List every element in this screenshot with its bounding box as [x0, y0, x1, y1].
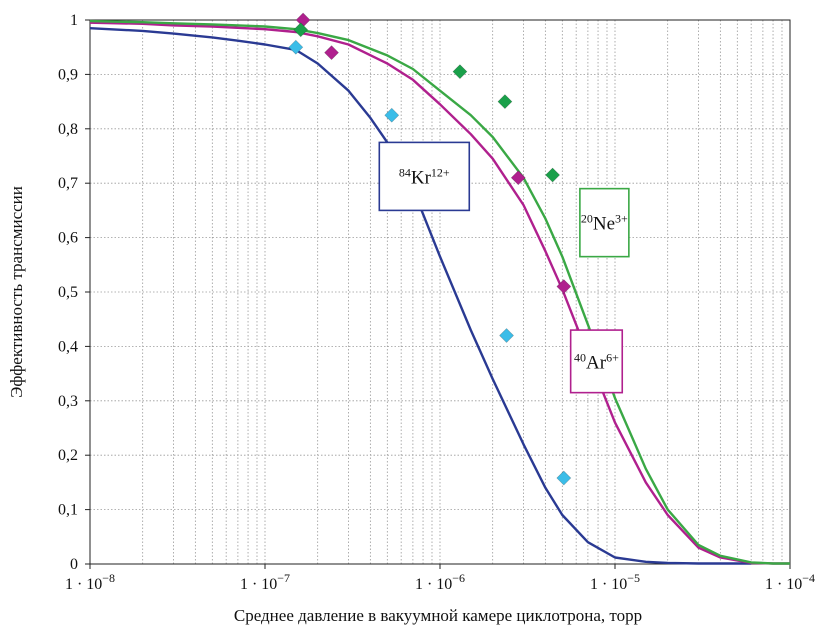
series-line-ne — [89, 19, 790, 565]
data-point-ar — [510, 170, 526, 186]
y-tick-label: 0,6 — [58, 230, 78, 247]
data-point-ne — [452, 64, 468, 80]
y-tick-label: 0 — [70, 556, 78, 573]
series-label: 84Kr12+ — [399, 165, 450, 188]
axis-ticks — [85, 19, 791, 569]
data-point-kr — [384, 107, 400, 123]
data-point-kr — [499, 328, 514, 343]
grid — [89, 20, 790, 564]
data-point-kr — [556, 470, 572, 486]
y-tick-label: 1 — [70, 12, 78, 29]
series-label-box-kr: 84Kr12+ — [378, 141, 471, 212]
x-axis-title: Среднее давление в вакуумной камере цикл… — [234, 606, 642, 625]
series-label-frame — [579, 187, 630, 258]
series-curves — [89, 19, 790, 565]
data-point-kr — [288, 39, 304, 55]
series-markers — [288, 12, 572, 486]
data-point-ne — [545, 167, 561, 183]
x-tick-label: 1 · 10−5 — [590, 571, 640, 593]
x-tick-label: 1 · 10−8 — [65, 571, 115, 593]
y-tick-label: 0,5 — [58, 284, 78, 301]
y-tick-label: 0,1 — [58, 502, 78, 519]
series-label: 20Ne3+ — [581, 212, 628, 235]
series-line-ar — [89, 21, 790, 565]
data-point-ar — [556, 279, 572, 294]
series-label-boxes: 84Kr12+ 20Ne3+ 40Ar6+ — [378, 141, 630, 394]
y-tick-label: 0,2 — [58, 447, 78, 464]
series-label-box-ne: 20Ne3+ — [579, 187, 630, 258]
y-tick-label: 0,8 — [58, 121, 78, 138]
series-line-kr — [89, 27, 752, 565]
series-label-frame — [569, 329, 624, 394]
series-label-box-ar: 40Ar6+ — [569, 329, 624, 394]
y-tick-label: 0,9 — [58, 66, 78, 83]
data-point-ne — [497, 94, 513, 110]
y-tick-label: 0,3 — [58, 393, 78, 410]
data-point-ar — [324, 45, 339, 61]
y-tick-label: 0,7 — [58, 175, 78, 192]
series-label-frame — [378, 141, 471, 212]
y-tick-label: 0,4 — [58, 338, 78, 355]
x-tick-label: 1 · 10−7 — [240, 571, 290, 593]
x-tick-label: 1 · 10−4 — [765, 571, 815, 593]
y-axis-title: Эффективность трансмиссии — [7, 186, 26, 398]
data-point-ne — [293, 22, 309, 38]
x-tick-label: 1 · 10−6 — [415, 571, 465, 593]
series-label: 40Ar6+ — [574, 350, 619, 373]
tick-labels: 0 0,1 0,2 0,3 0,4 0,5 0,6 0,7 0,8 0,9 1 1 · 10−8 1 ·… — [58, 12, 815, 593]
